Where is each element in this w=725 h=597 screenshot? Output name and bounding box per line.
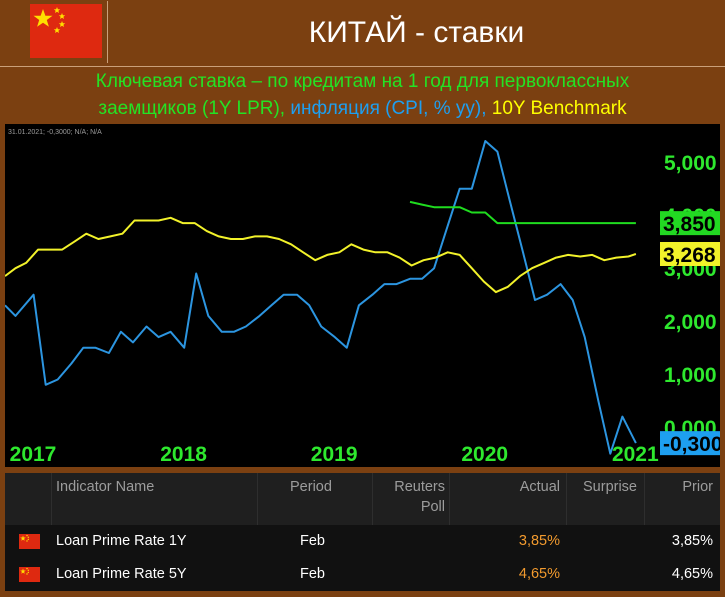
series-line-bond (5, 216, 637, 294)
row-actual: 3,85% (518, 533, 560, 549)
x-axis: 2017 2018 2019 2020 2021 (10, 443, 659, 466)
table-row[interactable]: Loan Prime Rate 1Y Feb 3,85% 3,85% (5, 525, 720, 558)
row-period: Feb (300, 566, 325, 582)
row-reuters-poll (375, 525, 445, 558)
last-value-label-bond: 3,268 (663, 244, 716, 267)
last-value-badges: -0,300 3,268 3,850 (660, 211, 720, 456)
header-reuters-poll-line1: Reuters (394, 479, 445, 495)
header-reuters-poll-line2: Poll (420, 499, 445, 515)
header-prior[interactable]: Prior (682, 479, 713, 495)
row-prior: 4,65% (671, 566, 713, 582)
x-tick-label: 2020 (461, 443, 508, 466)
subtitle-cpi-label: инфляция (CPI, % yy), (285, 98, 487, 119)
row-surprise (572, 525, 637, 558)
subtitle-bond-label: 10Y Benchmark (486, 98, 627, 119)
last-value-badge-cpi (660, 431, 720, 456)
y-tick-label: 5,000 (664, 152, 717, 175)
x-tick-label: 2018 (160, 443, 207, 466)
header-indicator-name[interactable]: Indicator Name (56, 479, 155, 495)
indicator-table: Indicator Name Period Reuters Poll Actual… (5, 473, 720, 591)
header: КИТАЙ - ставки (0, 0, 725, 66)
subtitle-line-1: Ключевая ставка – по кредитам на 1 год д… (95, 71, 630, 92)
last-value-label-lpr: 3,850 (663, 213, 716, 236)
header-reuters-poll[interactable]: Reuters Poll (375, 473, 445, 517)
row-indicator-name: Loan Prime Rate 1Y (56, 533, 187, 549)
header-period[interactable]: Period (290, 479, 332, 495)
last-value-label-cpi: -0,300 (663, 433, 720, 456)
table-row[interactable]: Loan Prime Rate 5Y Feb 4,65% 4,65% (5, 558, 720, 591)
header-actual[interactable]: Actual (519, 479, 560, 495)
series-line-lpr (409, 200, 636, 225)
row-prior: 3,85% (671, 533, 713, 549)
x-tick-label: 2019 (311, 443, 358, 466)
header-divider (0, 66, 725, 67)
chart-subtitle: Ключевая ставка – по кредитам на 1 год д… (0, 68, 725, 124)
flag-box (23, 1, 108, 63)
china-flag-icon (19, 534, 40, 549)
last-value-badge-lpr (660, 211, 720, 236)
subtitle-lpr-label: заемщиков (1Y LPR), (98, 98, 286, 119)
chart-readout: 31.01.2021; -0,3000; N/A; N/A (8, 129, 102, 136)
header-surprise[interactable]: Surprise (583, 479, 637, 495)
row-reuters-poll (375, 558, 445, 591)
china-flag-icon (19, 567, 40, 582)
line-chart[interactable]: 31.01.2021; -0,3000; N/A; N/A 5,0004,000… (5, 124, 720, 467)
row-indicator-name: Loan Prime Rate 5Y (56, 566, 187, 582)
series-line-cpi (5, 140, 637, 455)
y-tick-label: 1,000 (664, 364, 717, 387)
row-actual: 4,65% (518, 566, 560, 582)
subtitle-line-2: заемщиков (1Y LPR), инфляция (CPI, % yy)… (0, 95, 725, 122)
row-period: Feb (300, 533, 325, 549)
china-flag-icon (30, 4, 102, 58)
x-tick-label: 2021 (612, 443, 659, 466)
y-tick-label: 2,000 (664, 311, 717, 334)
x-tick-label: 2017 (10, 443, 57, 466)
chart-area[interactable]: 31.01.2021; -0,3000; N/A; N/A 5,0004,000… (5, 124, 720, 467)
page-title: КИТАЙ - ставки (308, 16, 525, 49)
row-surprise (572, 558, 637, 591)
last-value-badge-bond (660, 241, 720, 266)
series-lines (5, 140, 637, 455)
